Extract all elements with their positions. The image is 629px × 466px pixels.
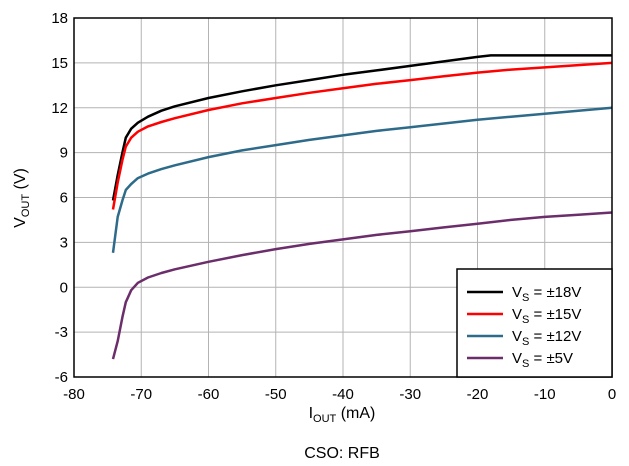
x-tick-label: -70 bbox=[130, 386, 152, 403]
series-line bbox=[111, 54, 612, 201]
y-tick-label: 6 bbox=[60, 190, 68, 207]
y-axis-label-sub: OUT bbox=[20, 194, 32, 218]
y-axis-label-unit: (V) bbox=[12, 168, 29, 194]
y-tick-label: -6 bbox=[55, 369, 68, 386]
y-axis-label-main: V bbox=[12, 217, 29, 228]
series-line bbox=[111, 106, 613, 253]
x-tick-label: -20 bbox=[467, 386, 489, 403]
x-tick-label: -40 bbox=[332, 386, 354, 403]
x-axis-label: IOUT (mA) bbox=[309, 405, 376, 425]
legend-label: VS = ±15V bbox=[512, 306, 581, 326]
series-line bbox=[111, 211, 613, 360]
y-tick-label: 18 bbox=[51, 10, 68, 27]
chart-caption: CSO: RFB bbox=[304, 445, 380, 462]
x-tick-label: -30 bbox=[399, 386, 421, 403]
y-tick-label: -3 bbox=[55, 324, 68, 341]
legend-box bbox=[456, 268, 613, 378]
x-tick-label: -10 bbox=[534, 386, 556, 403]
y-axis-label: VOUT (V) bbox=[12, 168, 32, 228]
y-tick-label: 3 bbox=[60, 234, 68, 251]
x-axis-label-sub: OUT bbox=[313, 413, 337, 425]
series-lines bbox=[111, 54, 613, 360]
series-line bbox=[111, 61, 613, 210]
plot-frame bbox=[73, 17, 613, 378]
x-axis-label-main: I bbox=[309, 405, 313, 422]
y-tick-label: 12 bbox=[51, 100, 68, 117]
legend-label: VS = ±12V bbox=[512, 328, 581, 348]
x-axis-label-unit: (mA) bbox=[336, 405, 375, 422]
x-tick-label: 0 bbox=[608, 386, 616, 403]
y-tick-label: 15 bbox=[51, 55, 68, 72]
y-tick-labels: -6 -3 0 3 6 9 12 15 18 bbox=[51, 10, 68, 386]
x-tick-label: -80 bbox=[63, 386, 85, 403]
legend-label: VS = ±18V bbox=[512, 284, 581, 304]
y-tick-label: 9 bbox=[60, 145, 68, 162]
x-tick-label: -50 bbox=[265, 386, 287, 403]
x-tick-label: -60 bbox=[198, 386, 220, 403]
legend-label: VS = ±5V bbox=[512, 350, 573, 370]
x-tick-labels: -80 -70 -60 -50 -40 -30 -20 -10 0 bbox=[63, 386, 616, 403]
y-tick-label: 0 bbox=[60, 279, 68, 296]
